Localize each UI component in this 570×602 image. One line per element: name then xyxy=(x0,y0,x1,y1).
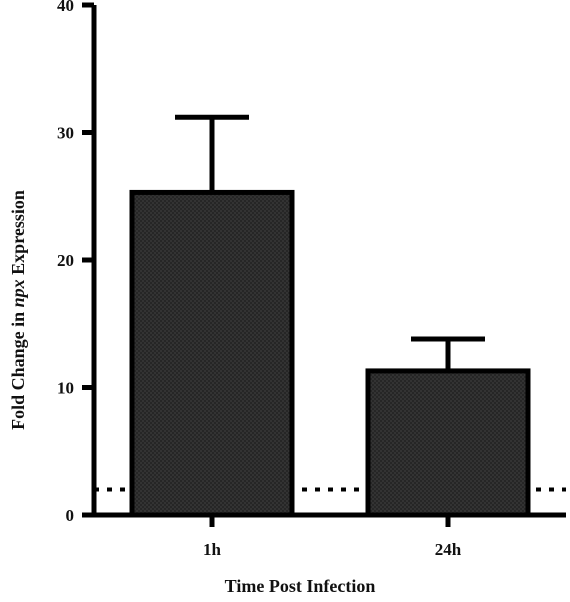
x-tick-label-24h: 24h xyxy=(435,540,462,559)
x-tick-label-1h: 1h xyxy=(203,540,222,559)
y-axis-title-italic: npx xyxy=(8,279,28,307)
x-axis-title: Time Post Infection xyxy=(225,576,376,596)
y-axis-title-prefix: Fold Change in xyxy=(8,307,28,430)
bar-24h xyxy=(365,368,531,518)
y-tick-label-0: 0 xyxy=(66,506,75,525)
y-tick-label-20: 20 xyxy=(57,251,74,270)
y-tick-label-40: 40 xyxy=(57,0,74,15)
y-tick-label-30: 30 xyxy=(57,124,74,143)
y-axis-title: Fold Change in npx Expression xyxy=(8,190,28,430)
axes xyxy=(82,2,566,527)
y-axis-title-suffix: Expression xyxy=(8,190,28,279)
plot-area xyxy=(94,114,566,518)
labels: Time Post Infection Fold Change in npx E… xyxy=(8,0,462,596)
y-tick-label-10: 10 xyxy=(57,379,74,398)
bar-1h xyxy=(129,189,295,518)
